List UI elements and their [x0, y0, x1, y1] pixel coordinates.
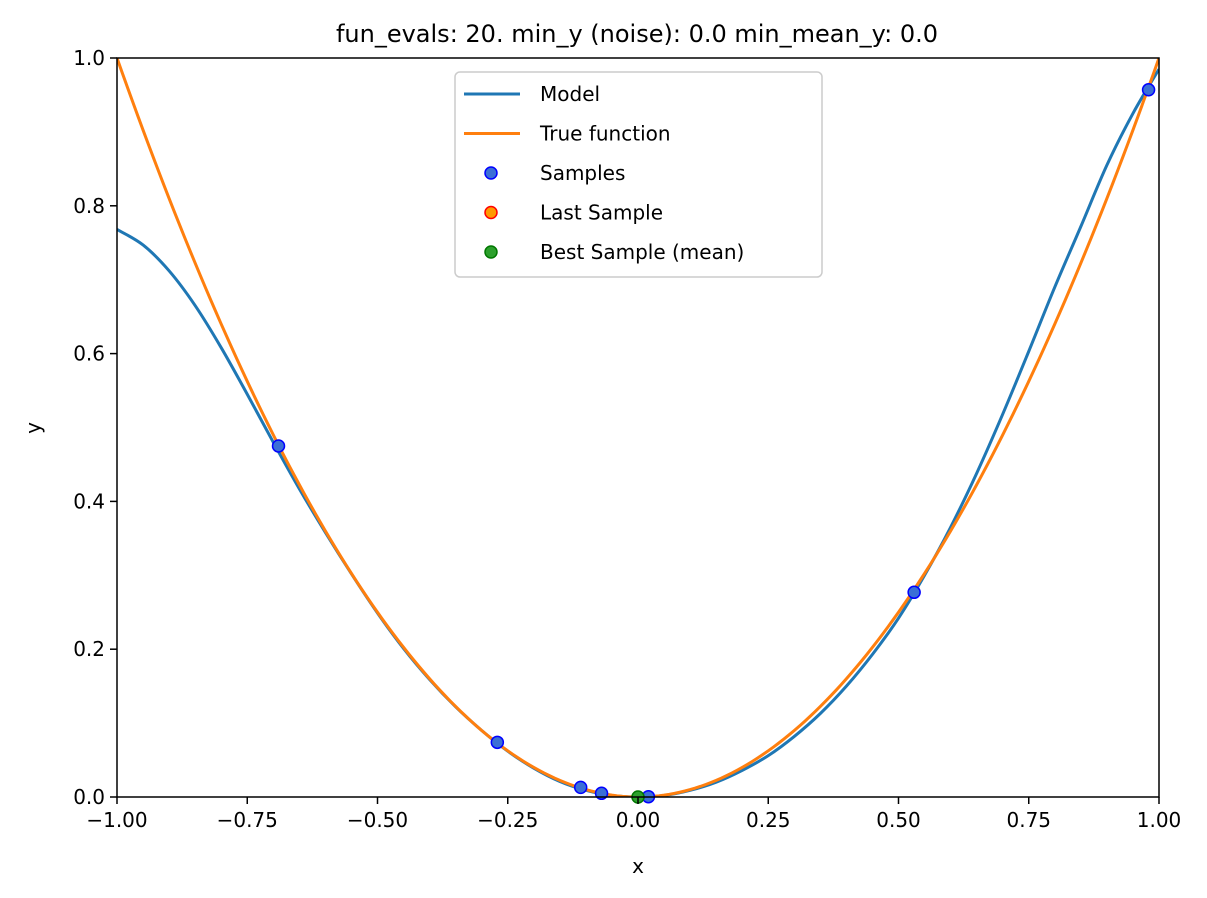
series-point-2: [573, 780, 588, 795]
legend-box: [454, 71, 823, 278]
legend-label: True function: [539, 122, 671, 146]
x-tick-label: −1.00: [86, 808, 147, 832]
legend-swatch: [484, 205, 498, 220]
legend-swatch: [484, 245, 498, 259]
x-tick-label: 0.50: [876, 808, 921, 832]
legend: Model True function Samples Last Sample Best…: [454, 71, 823, 278]
y-axis: 0.0 0.2 0.4 0.6 0.8 1.0: [73, 46, 117, 809]
points-layer: [271, 83, 1156, 804]
x-tick-label: −0.75: [217, 808, 278, 832]
x-tick-label: 0.25: [746, 808, 791, 832]
y-axis-label: y: [21, 422, 45, 434]
x-axis-label: x: [632, 854, 644, 878]
y-tick-label: 0.4: [73, 489, 105, 513]
y-tick-label: 1.0: [73, 46, 105, 70]
y-tick-label: 0.0: [73, 785, 105, 809]
legend-label: Samples: [540, 161, 625, 185]
series-point-2: [271, 439, 286, 453]
y-tick-label: 0.2: [73, 637, 105, 661]
legend-label: Model: [540, 82, 600, 106]
series-point-2: [907, 585, 921, 600]
x-tick-label: 1.00: [1137, 808, 1182, 832]
legend-label: Last Sample: [540, 201, 663, 225]
y-tick-label: 0.6: [73, 342, 105, 366]
x-tick-label: −0.25: [477, 808, 538, 832]
chart-title: fun_evals: 20. min_y (noise): 0.0 min_me…: [336, 20, 938, 48]
series-point-2: [1141, 83, 1156, 97]
series-point-2: [490, 735, 505, 750]
x-axis: −1.00 −0.75 −0.50 −0.25 0.00 0.25 0.50 0.75 1.00: [86, 797, 1181, 832]
x-tick-label: −0.50: [347, 808, 408, 832]
series-line-1: [117, 58, 1159, 797]
legend-swatch: [484, 166, 498, 180]
x-tick-label: 0.00: [616, 808, 661, 832]
y-tick-label: 0.8: [73, 194, 105, 218]
legend-label: Best Sample (mean): [540, 240, 744, 264]
x-tick-label: 0.75: [1006, 808, 1051, 832]
